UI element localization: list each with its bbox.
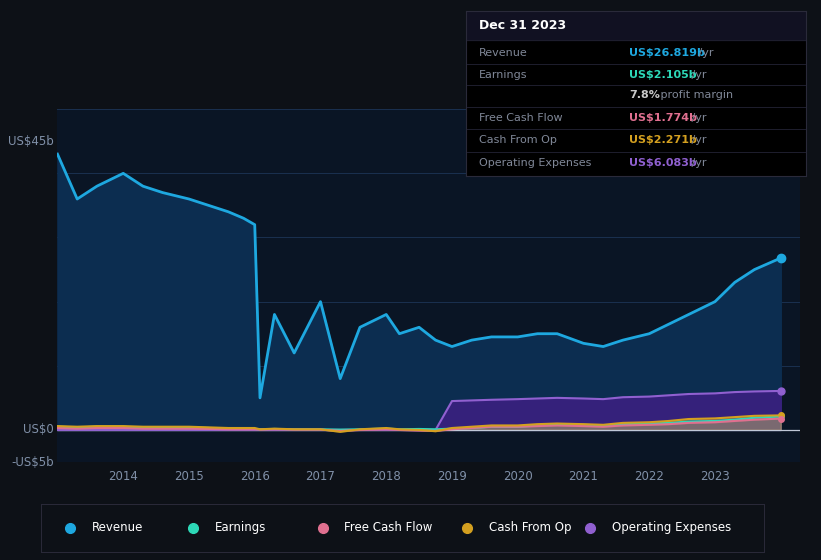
Text: US$2.271b: US$2.271b	[629, 135, 697, 145]
Text: Operating Expenses: Operating Expenses	[612, 521, 731, 534]
Text: Free Cash Flow: Free Cash Flow	[479, 113, 562, 123]
Text: Revenue: Revenue	[479, 48, 528, 58]
Text: US$6.083b: US$6.083b	[629, 158, 697, 168]
Text: Free Cash Flow: Free Cash Flow	[345, 521, 433, 534]
Text: US$0: US$0	[23, 423, 53, 436]
Text: -US$5b: -US$5b	[11, 455, 53, 469]
Text: /yr: /yr	[688, 70, 707, 80]
Text: US$26.819b: US$26.819b	[629, 48, 705, 58]
Text: Operating Expenses: Operating Expenses	[479, 158, 591, 168]
Text: /yr: /yr	[688, 135, 707, 145]
Text: Earnings: Earnings	[479, 70, 528, 80]
Bar	[466, 11, 806, 40]
Text: /yr: /yr	[695, 48, 713, 58]
Text: 7.8%: 7.8%	[629, 91, 660, 100]
Text: profit margin: profit margin	[658, 91, 733, 100]
Text: Cash From Op: Cash From Op	[479, 135, 557, 145]
Text: US$1.774b: US$1.774b	[629, 113, 697, 123]
Text: US$2.105b: US$2.105b	[629, 70, 697, 80]
Text: Earnings: Earnings	[214, 521, 266, 534]
Text: US$45b: US$45b	[8, 135, 53, 148]
Text: Dec 31 2023: Dec 31 2023	[479, 19, 566, 32]
Text: /yr: /yr	[688, 158, 707, 168]
Text: /yr: /yr	[688, 113, 707, 123]
Text: Revenue: Revenue	[92, 521, 143, 534]
Text: Cash From Op: Cash From Op	[489, 521, 571, 534]
